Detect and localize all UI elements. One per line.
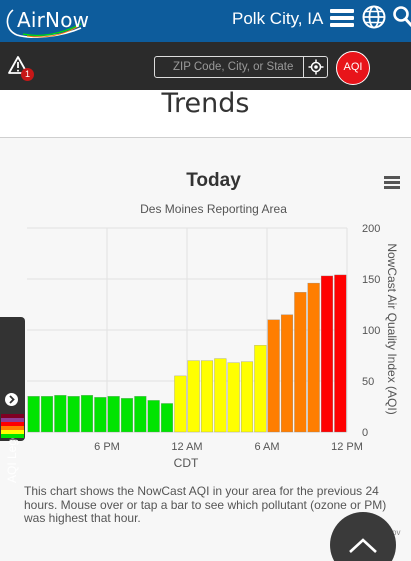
legend-swatch [1, 418, 24, 422]
chart-description: This chart shows the NowCast AQI in your… [24, 484, 387, 525]
legend-swatch [1, 430, 24, 434]
aqi-bar[interactable] [120, 398, 134, 433]
search-icon[interactable] [392, 5, 411, 29]
legend-swatch [1, 414, 24, 418]
legend-swatch [1, 426, 24, 430]
aqi-button[interactable]: AQI [336, 51, 370, 85]
aqi-legend-swatches [1, 414, 24, 438]
aqi-bar[interactable] [200, 360, 214, 433]
aqi-bar[interactable] [280, 314, 294, 433]
chart-menu-button[interactable] [384, 176, 400, 190]
aqi-bar[interactable] [240, 361, 254, 433]
scroll-top-button[interactable] [330, 512, 396, 561]
y-axis-label: NowCast Air Quality Index (AQI) [385, 243, 399, 414]
chevron-right-icon [5, 393, 18, 406]
y-tick-label: 100 [362, 325, 380, 337]
y-tick-label: 50 [362, 376, 374, 388]
aqi-legend-tab[interactable]: AQI Legend [0, 317, 25, 483]
alerts-button[interactable] [8, 56, 34, 80]
aqi-bar[interactable] [134, 396, 147, 433]
location-search [154, 56, 328, 78]
chart-gridlines [27, 227, 348, 433]
aqi-bar[interactable] [334, 274, 347, 433]
aqi-bar[interactable] [160, 403, 174, 433]
aqi-bar[interactable] [80, 395, 94, 433]
aqi-bar[interactable] [40, 396, 54, 433]
aqi-bar[interactable] [67, 396, 80, 433]
x-tick-label: 12 PM [331, 441, 363, 453]
aqi-bar[interactable] [187, 360, 200, 433]
aqi-bar[interactable] [227, 362, 240, 433]
aqi-bar[interactable] [267, 319, 280, 433]
x-axis-ticks: 6 PM 12 AM 6 AM 12 PM [94, 441, 363, 453]
aqi-bar[interactable] [294, 292, 307, 433]
aqi-bar[interactable] [147, 400, 160, 433]
aqi-bar[interactable] [254, 345, 267, 433]
aqi-bar[interactable] [320, 275, 334, 433]
x-tick-label: 6 AM [254, 441, 279, 453]
aqi-bar[interactable] [174, 375, 187, 433]
aqi-bar[interactable] [54, 395, 67, 433]
location-search-input[interactable] [155, 57, 303, 77]
aqi-bar[interactable] [214, 358, 227, 433]
aqi-bar[interactable] [27, 396, 40, 433]
y-tick-label: 200 [362, 223, 380, 235]
menu-button[interactable] [330, 7, 354, 29]
aqi-bar[interactable] [307, 282, 320, 433]
warning-triangle-icon [8, 56, 28, 74]
y-axis-ticks: 0 50 100 150 200 [362, 223, 380, 439]
logo-swoosh-icon [6, 9, 82, 38]
x-tick-label: 12 AM [171, 441, 202, 453]
chart-bars [27, 274, 347, 433]
alert-count-badge: 1 [21, 68, 34, 81]
legend-swatch [1, 422, 24, 426]
x-axis-label: CDT [174, 456, 199, 470]
logo-text: AirNow [17, 8, 90, 32]
aqi-bar[interactable] [94, 397, 107, 433]
aqi-trend-chart: 0 50 100 150 200 6 PM 12 AM 6 AM 12 PM CDT NowC… [27, 223, 399, 470]
current-location[interactable]: Polk City, IA [232, 9, 324, 28]
crosshair-icon[interactable] [303, 57, 327, 77]
globe-icon[interactable] [362, 5, 386, 29]
x-tick-label: 6 PM [94, 441, 120, 453]
chart-title: Today [186, 170, 241, 191]
aqi-bar[interactable] [107, 396, 120, 433]
legend-swatch [1, 434, 24, 438]
y-tick-label: 0 [362, 427, 368, 439]
page-title: Trends [161, 88, 250, 119]
y-tick-label: 150 [362, 274, 380, 286]
site-header: AirNow Polk City, IA [0, 0, 411, 42]
chevron-up-icon [349, 538, 377, 553]
secondary-nav: 1 AQI [0, 42, 411, 90]
airnow-logo[interactable]: AirNow [3, 2, 89, 38]
chart-subtitle: Des Moines Reporting Area [140, 202, 287, 216]
page-title-bar: Trends [0, 88, 411, 138]
